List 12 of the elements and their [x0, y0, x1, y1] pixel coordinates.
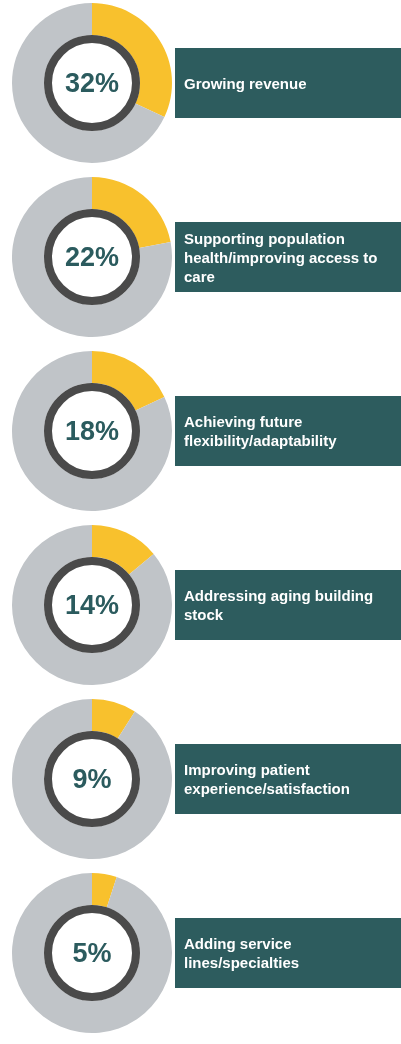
- text: Adding service lines/specialties: [184, 934, 301, 972]
- text: 32%: [63, 67, 120, 99]
- text: 18%: [63, 415, 120, 447]
- text: 22%: [63, 241, 120, 273]
- text: 5%: [71, 937, 113, 969]
- text: Achieving future flexibility/adaptability: [184, 412, 338, 450]
- text: 9%: [71, 763, 113, 795]
- text: Improving patient experience/satisfaction: [184, 760, 351, 798]
- text: Addressing aging building stock: [184, 586, 375, 624]
- text: Supporting population health/improving access to care: [184, 228, 379, 286]
- text: Growing revenue: [184, 73, 307, 93]
- text: 14%: [63, 589, 120, 621]
